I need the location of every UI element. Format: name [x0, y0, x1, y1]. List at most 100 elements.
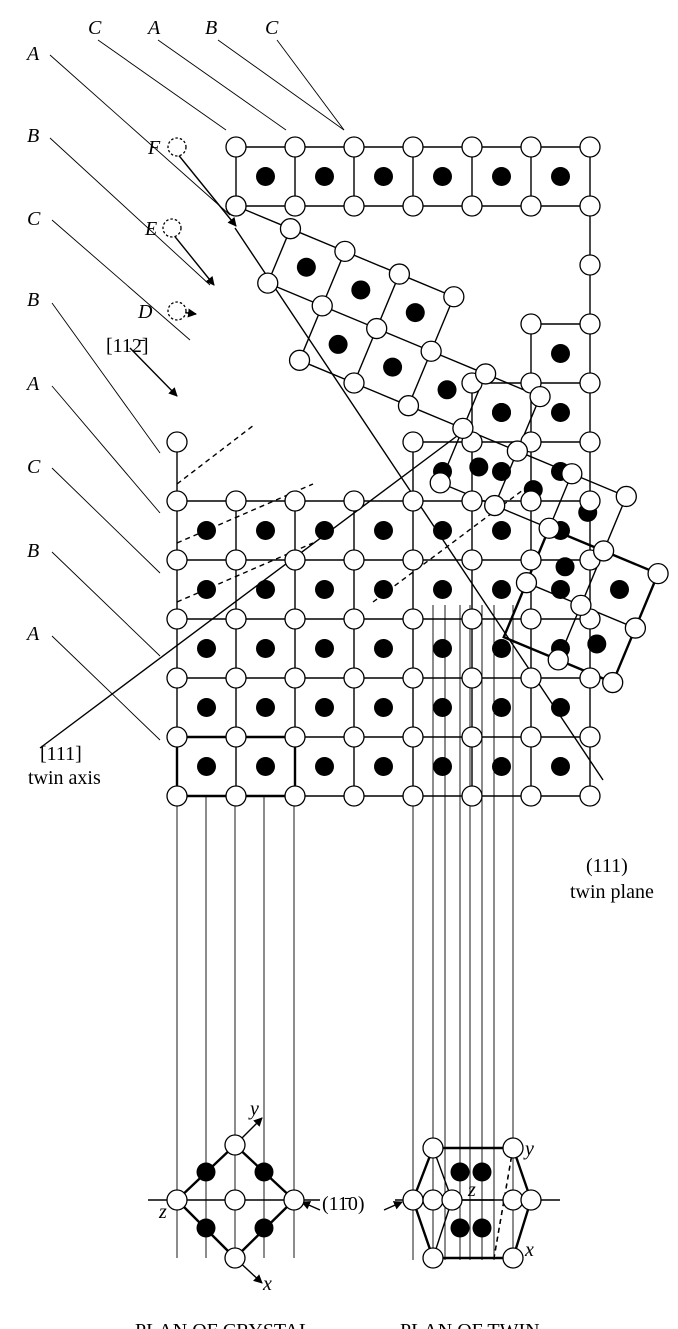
crystal-plan-atom	[224, 1189, 246, 1211]
atom-body-centre	[492, 757, 511, 776]
atom-corner	[343, 195, 365, 217]
atom-corner	[284, 726, 306, 748]
twin-plan-atom	[422, 1189, 444, 1211]
crystal-plan-body-atom	[196, 1218, 216, 1238]
atom-corner	[520, 136, 542, 158]
atom-body-centre	[551, 698, 570, 717]
atom-body-centre	[433, 167, 452, 186]
atom-corner	[225, 136, 247, 158]
atom-body-centre	[197, 580, 216, 599]
atom-body-centre	[551, 403, 570, 422]
twin-atom-corner	[225, 195, 247, 217]
twin-atom-body-centre	[328, 334, 348, 354]
atom-body-centre	[374, 167, 393, 186]
atom-body-centre	[315, 698, 334, 717]
twin-plan-atom	[502, 1189, 524, 1211]
atom-body-centre	[315, 639, 334, 658]
atom-body-centre	[374, 521, 393, 540]
shuffle-dashed-line	[176, 542, 314, 603]
atom-corner	[343, 549, 365, 571]
stacking-label-left-8: A	[25, 623, 40, 645]
atom-corner	[225, 785, 247, 807]
atom-body-centre	[433, 521, 452, 540]
atom-body-centre	[197, 757, 216, 776]
atom-body-centre	[492, 639, 511, 658]
atom-corner	[461, 195, 483, 217]
twin-plan-body-atom	[472, 1162, 492, 1182]
lattice-atoms	[162, 136, 669, 1269]
twin-atom-corner	[602, 671, 624, 694]
crystal-x-label: x	[262, 1273, 272, 1295]
atom-body-centre	[315, 580, 334, 599]
direction-label: [112̄]	[106, 335, 149, 357]
stacking-label-left-7: B	[27, 540, 39, 562]
atom-corner	[520, 549, 542, 571]
displacement-arrow-4	[129, 347, 178, 397]
atom-body-centre	[315, 521, 334, 540]
atom-body-centre	[551, 757, 570, 776]
atom-corner	[343, 490, 365, 512]
atom-corner	[166, 549, 188, 571]
twin-plane-name: twin plane	[570, 881, 654, 903]
atom-corner	[520, 608, 542, 630]
stacking-label-top-4: C	[265, 17, 279, 39]
atom-corner	[343, 726, 365, 748]
atom-body-centre	[197, 639, 216, 658]
atom-corner	[402, 490, 424, 512]
twin-axis-line	[39, 429, 466, 749]
twin-atom-corner	[420, 340, 442, 362]
atom-body-centre	[433, 639, 452, 658]
twin-atom-corner	[257, 272, 279, 294]
atom-corner	[579, 431, 601, 453]
twin-atom-body-centre	[437, 380, 457, 400]
atom-corner	[579, 726, 601, 748]
twin-atom-body-centre	[296, 257, 316, 277]
twin-atom-corner	[397, 395, 420, 417]
atom-corner	[166, 490, 188, 512]
atom-corner	[284, 667, 306, 689]
atom-corner	[284, 490, 306, 512]
atom-body-centre	[256, 167, 275, 186]
stacking-guide-4	[276, 39, 345, 131]
atom-corner	[402, 785, 424, 807]
atom-corner	[343, 608, 365, 630]
twin-atom-corner	[334, 240, 356, 263]
twin-atom-corner	[506, 440, 529, 462]
twin-atom-corner	[452, 417, 474, 440]
atom-corner	[520, 667, 542, 689]
atom-corner	[225, 667, 247, 689]
twin-plane-index: (111)	[586, 855, 628, 877]
crystal-plan-atom	[166, 1189, 188, 1211]
stacking-guide-2	[157, 39, 287, 131]
twin-plan-atom	[520, 1189, 542, 1211]
atom-corner	[579, 667, 601, 689]
displacement-arrow-2	[167, 227, 215, 286]
twin-atom-corner	[547, 649, 569, 671]
atom-corner	[520, 785, 542, 807]
plane-arrow-left	[301, 1201, 321, 1211]
twin-atom-body-centre	[555, 557, 575, 577]
twin-atom-corner	[624, 617, 647, 639]
twin-plan-atom	[441, 1189, 463, 1211]
twin-atom-corner	[388, 263, 411, 285]
twin-atom-corner	[529, 385, 551, 408]
atom-corner	[520, 313, 542, 335]
twin-axis-index: [111]	[40, 743, 82, 765]
crystal-plan-atom	[224, 1247, 246, 1269]
twin-atom-corner	[279, 218, 302, 240]
label-D: D	[137, 301, 153, 323]
atom-corner	[402, 549, 424, 571]
twin-atom-corner	[484, 494, 506, 517]
crystal-z-label: z	[158, 1201, 167, 1223]
ghost-atom-F	[167, 137, 187, 157]
label-E: E	[144, 218, 157, 240]
stacking-guide-7	[51, 219, 191, 341]
atom-corner	[402, 431, 424, 453]
atom-body-centre	[197, 521, 216, 540]
atom-body-centre	[256, 757, 275, 776]
atom-body-centre	[197, 698, 216, 717]
stacking-label-top-3: B	[205, 17, 217, 39]
atom-body-centre	[315, 167, 334, 186]
crystal-y-label: y	[248, 1098, 259, 1120]
